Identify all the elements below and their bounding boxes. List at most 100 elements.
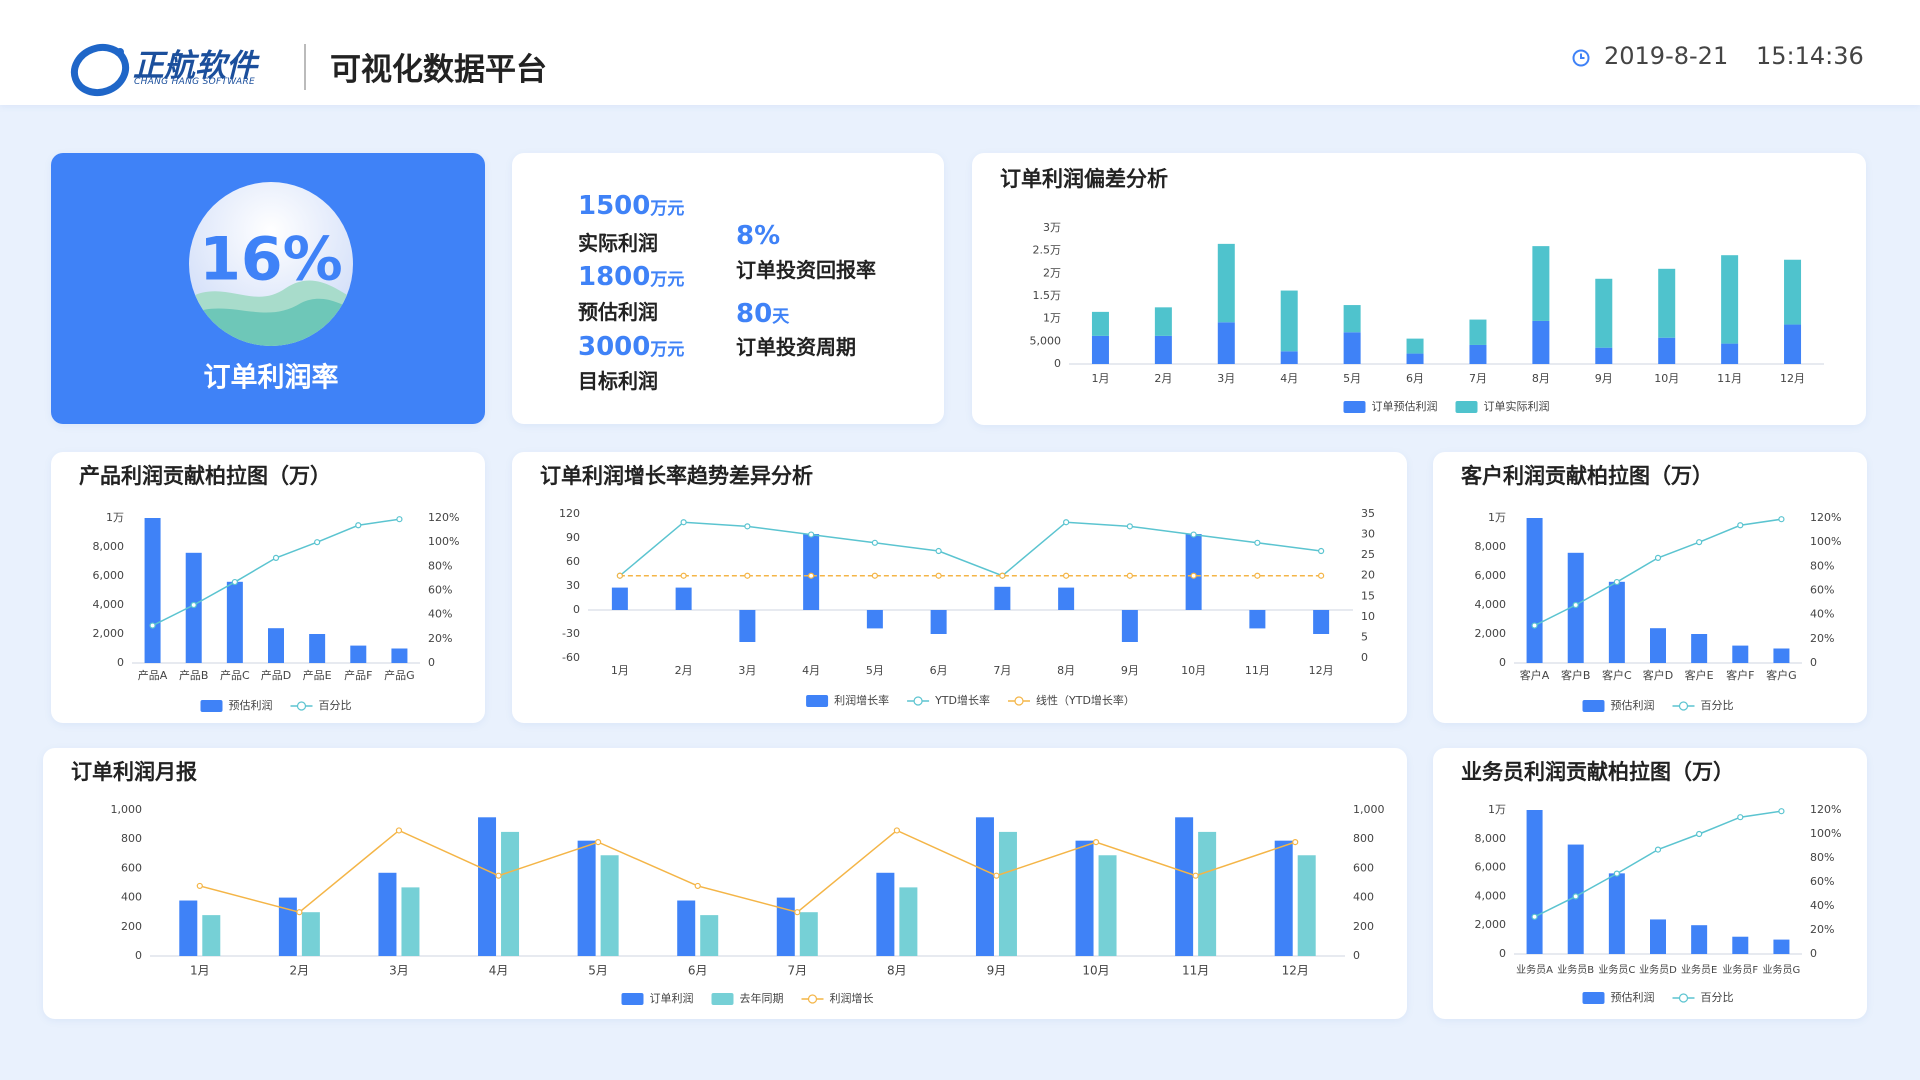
legend-swatch [1678,993,1689,1003]
bar [1313,610,1330,634]
x-tick-label: 1月 [1091,372,1109,385]
bar [1608,873,1625,954]
bar [1526,518,1543,663]
line-point [893,827,900,834]
legend-swatch [296,701,307,711]
bar [1343,305,1361,333]
y-tick-label: 4,000 [93,598,125,611]
y2-tick-label: 20 [1361,569,1375,582]
bar [1732,936,1749,954]
chart-title: 产品利润贡献柏拉图（万） [79,464,331,488]
y2-tick-label: 100% [1810,535,1841,548]
y-tick-label: -30 [562,627,580,640]
y2-tick-label: 100% [1810,827,1841,840]
legend-label: 利润增长 [830,991,874,1005]
bar [1075,840,1094,956]
kpi-number: 80 [736,299,773,329]
bar [799,912,818,956]
y-tick-label: 3万 [1043,221,1061,234]
y2-tick-label: 80% [428,559,452,572]
line-point [1531,622,1538,629]
y-tick-label: 8,000 [1475,832,1507,845]
line-point [595,839,602,846]
legend-swatch [807,994,818,1004]
line-point [1318,572,1325,579]
legend-swatch [200,700,223,712]
chart-panel: 客户利润贡献柏拉图（万） 0 2,000 4,000 6,000 8,000 1万 0 20% 4… [1433,452,1867,723]
y2-tick-label: 60% [1810,584,1834,597]
legend: 预估利润 百分比 [200,698,352,712]
time: 15:14:36 [1756,42,1864,70]
bar [899,887,918,956]
line-point [1778,808,1785,815]
divider [304,44,306,90]
rate-value: 16% [199,225,343,295]
x-tick-label: 产品A [138,668,168,682]
x-tick-label: 10月 [1082,964,1109,978]
x-tick-label: 3月 [389,964,409,978]
bar [144,518,161,663]
chart-panel: 订单利润偏差分析 0 5,000 1万 1.5万 2万 2.5万 3万 1月 2月 3月 4月 5月 6月… [972,153,1866,425]
bar [1098,855,1117,956]
line-point [495,872,502,879]
chart: 产品利润贡献柏拉图（万） 0 2,000 4,000 6,000 8,000 1万 0 20% 4… [79,464,459,712]
kpi-label: 实际利润 [578,231,658,255]
bar [1280,290,1298,352]
y-tick-label: 2万 [1043,266,1061,279]
bar [1658,337,1676,364]
legend-label: 线性（YTD增长率） [1036,693,1135,707]
y-tick-label: 60 [566,555,580,568]
kpi-number: 1500 [578,191,651,221]
bar [1091,335,1109,364]
line-point [935,547,942,555]
bar [1058,587,1075,610]
bar [1721,343,1739,364]
bar [1773,648,1790,663]
x-tick-label: 业务员D [1639,963,1677,976]
bar [1608,581,1625,663]
line-point [1254,572,1261,579]
bar [611,587,628,610]
x-tick-label: 8月 [887,964,907,978]
line-point [1531,913,1538,920]
line-point [1126,523,1133,530]
y-tick-label: 4,000 [1475,889,1507,902]
bar [478,817,497,956]
x-tick-label: 业务员G [1763,963,1801,976]
bar [1658,268,1676,338]
line-point [1696,830,1703,838]
y2-tick-label: 80% [1810,851,1834,864]
bar [378,872,397,956]
y-tick-label: 120 [559,507,580,520]
bar [1249,610,1266,629]
kpi-label: 目标利润 [578,369,658,393]
bar [1469,344,1487,364]
logo-name: 正航软件 [133,48,257,84]
line-point [1063,519,1070,526]
line-point [190,601,197,609]
legend-label: 利润增长率 [834,693,889,707]
y2-tick-label: 1,000 [1353,803,1385,816]
line [199,829,1296,914]
y-tick-label: 0 [1499,656,1506,669]
line-point [1063,572,1070,579]
page-title: 可视化数据平台 [330,52,547,88]
y2-tick-label: 0 [1810,656,1817,669]
x-tick-label: 2月 [1154,372,1172,385]
legend-swatch [806,695,829,707]
line-point [196,882,203,890]
bar [998,831,1017,956]
rate-graphic: 16% 订单利润率 [189,182,353,394]
line-point [272,554,280,561]
x-tick-label: 产品F [344,668,372,682]
kpi-value: 3000万元 [578,332,684,362]
y-tick-label: 1.5万 [1033,289,1062,302]
y2-tick-label: 120% [1810,803,1841,816]
bar [1406,353,1424,364]
legend: 预估利润 百分比 [1582,698,1734,712]
bar [675,587,692,610]
line-point [355,522,362,529]
bar [1343,332,1361,364]
logo-icon [70,43,130,97]
bar [1091,311,1109,336]
